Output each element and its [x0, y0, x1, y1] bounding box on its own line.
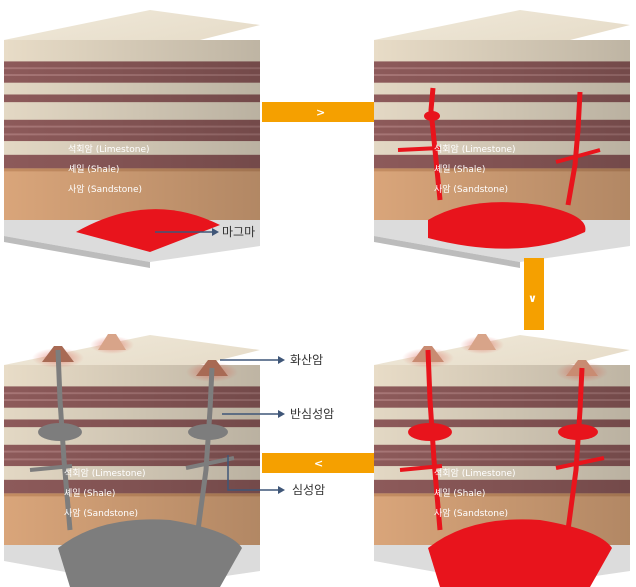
- arrow-right: >: [262, 102, 374, 122]
- magma-eruption: [399, 349, 612, 587]
- block-eruption: 석회암 (Limestone) 셰일 (Shale) 사암 (Sandstone…: [374, 334, 630, 587]
- shale-label-3: 셰일 (Shale): [64, 488, 115, 499]
- limestone-label: 석회암 (Limestone): [68, 143, 150, 155]
- shale-label-2: 셰일 (Shale): [434, 164, 485, 175]
- cooled-igneous-rock: [29, 349, 242, 587]
- shale-label: 셰일 (Shale): [68, 164, 119, 175]
- limestone-label-3: 석회암 (Limestone): [64, 467, 146, 479]
- sandstone-label-2: 사암 (Sandstone): [434, 183, 508, 195]
- hypabyssal-label: 반심성암: [290, 407, 334, 421]
- volcanic-label: 화산암: [290, 353, 323, 367]
- sandstone-label-4: 사암 (Sandstone): [434, 507, 508, 519]
- magma-label: 마그마: [222, 225, 255, 239]
- block-cooled: 석회암 (Limestone) 셰일 (Shale) 사암 (Sandstone…: [4, 334, 334, 587]
- block-intrusion: 석회암 (Limestone) 셰일 (Shale) 사암 (Sandstone…: [374, 10, 630, 268]
- arrow-left: <: [262, 453, 374, 473]
- arrow-down: ∨: [524, 258, 544, 330]
- arrow-right-glyph: >: [316, 106, 325, 119]
- plutonic-label: 심성암: [292, 483, 325, 497]
- plutonic-callout-line: [227, 455, 278, 491]
- limestone-label-4: 석회암 (Limestone): [434, 467, 516, 479]
- shale-label-4: 셰일 (Shale): [434, 488, 485, 499]
- magma-intrusion: [397, 87, 601, 249]
- limestone-label-2: 석회암 (Limestone): [434, 143, 516, 155]
- arrow-down-glyph: ∨: [528, 292, 537, 305]
- arrow-left-glyph: <: [314, 457, 323, 470]
- sandstone-label: 사암 (Sandstone): [68, 183, 142, 195]
- sandstone-label-3: 사암 (Sandstone): [64, 507, 138, 519]
- magma-chamber: [76, 209, 220, 252]
- block-magma: 석회암 (Limestone) 셰일 (Shale) 사암 (Sandstone…: [4, 10, 260, 268]
